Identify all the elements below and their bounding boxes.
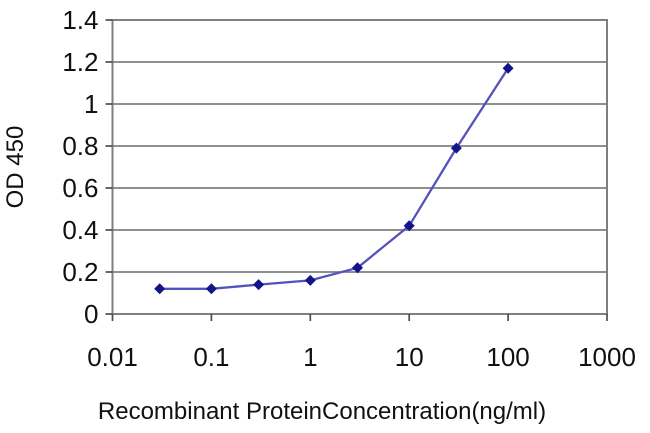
data-point-marker (253, 279, 265, 291)
data-point-marker (154, 283, 166, 295)
y-tick-label: 0 (84, 299, 98, 329)
y-tick-label: 0.4 (62, 215, 98, 245)
y-tick-label: 0.8 (62, 131, 98, 161)
y-tick-label: 1 (84, 89, 98, 119)
x-tick-label: 1 (303, 342, 317, 372)
data-point-marker (403, 220, 415, 232)
y-tick-label: 1.4 (62, 5, 98, 35)
y-tick-label: 0.6 (62, 173, 98, 203)
data-point-marker (205, 283, 217, 295)
x-axis-title: Recombinant ProteinConcentration(ng/ml) (97, 398, 547, 425)
data-point-marker (351, 262, 363, 274)
y-tick-label: 1.2 (62, 47, 98, 77)
y-tick-label: 0.2 (62, 257, 98, 287)
data-point-marker (502, 62, 514, 74)
x-tick-label: 1000 (578, 342, 636, 372)
data-point-marker (450, 142, 462, 154)
x-tick-label: 0.1 (193, 342, 229, 372)
series-line (159, 67, 510, 290)
y-axis-title: OD 450 (2, 125, 29, 209)
x-tick-label: 100 (486, 342, 529, 372)
x-tick-label: 0.01 (87, 342, 138, 372)
data-point-marker (304, 274, 316, 286)
plot-frame (111, 19, 608, 315)
x-tick-label: 10 (395, 342, 424, 372)
